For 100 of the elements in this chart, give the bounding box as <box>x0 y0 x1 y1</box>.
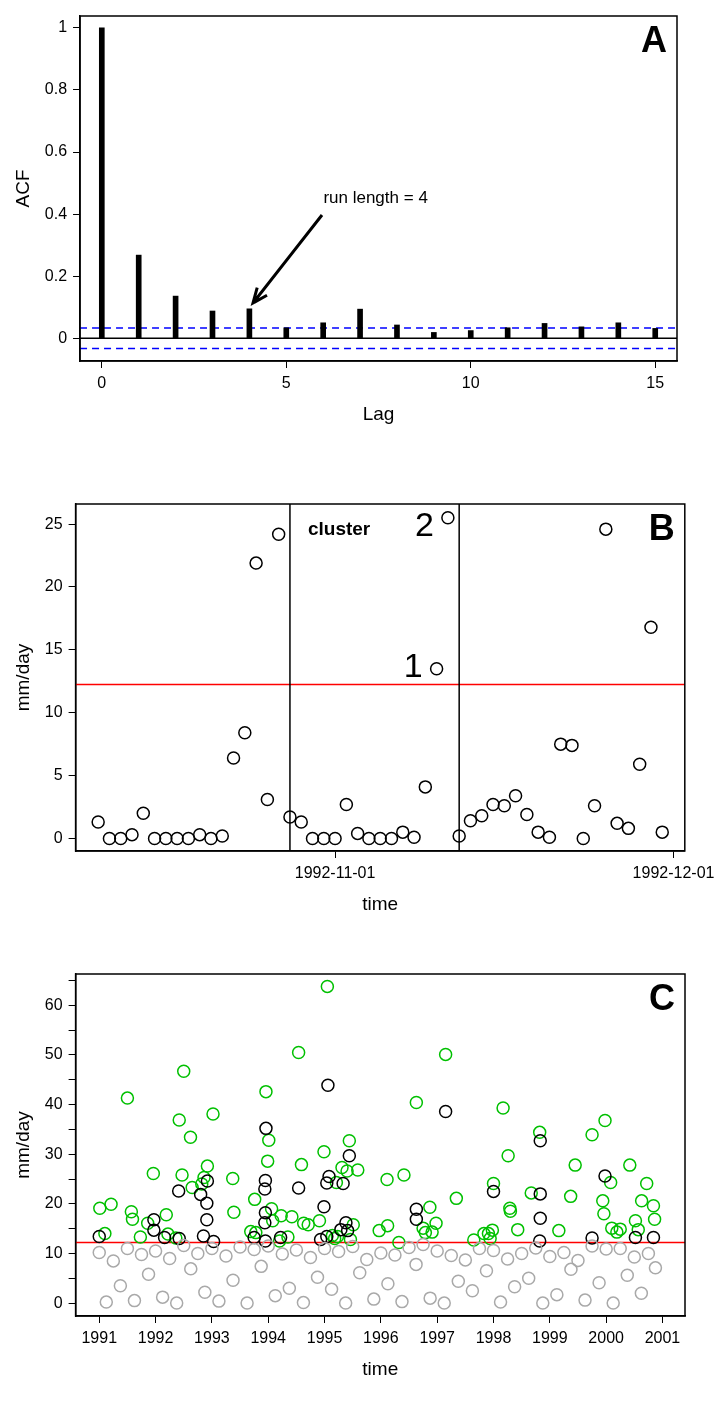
point <box>147 831 162 846</box>
point <box>396 825 410 839</box>
point <box>342 1148 357 1163</box>
point <box>531 825 545 839</box>
y-tick-label: 0.6 <box>44 142 68 160</box>
point <box>317 831 331 846</box>
point <box>260 792 275 807</box>
point <box>553 737 568 751</box>
annotation: run length = 4 <box>323 187 428 207</box>
x-tick-label: 1995 <box>306 1329 343 1347</box>
x-tick-label: 1993 <box>194 1329 230 1347</box>
point <box>317 1200 331 1214</box>
point <box>200 1212 214 1227</box>
point <box>113 831 128 846</box>
point <box>271 527 286 541</box>
x-tick-label: 0 <box>97 374 107 392</box>
y-tick-label: 0 <box>58 328 68 346</box>
point <box>193 1187 208 1202</box>
point <box>181 831 196 846</box>
point <box>320 1176 334 1190</box>
x-axis-title: time <box>362 1357 399 1379</box>
point <box>249 556 263 570</box>
x-tick-label: 1998 <box>475 1329 512 1347</box>
point <box>508 788 523 803</box>
y-tick-label: 60 <box>44 995 63 1013</box>
y-tick-label: 15 <box>44 640 63 658</box>
point <box>621 821 636 836</box>
x-tick-label: 1992-11-01 <box>294 864 376 882</box>
point <box>170 831 184 846</box>
y-tick-label: 5 <box>53 765 63 783</box>
point <box>147 1223 161 1237</box>
point <box>438 1104 453 1119</box>
y-tick-label: 0.8 <box>44 80 68 98</box>
point <box>585 1231 599 1245</box>
point <box>339 797 354 812</box>
point <box>206 1234 221 1249</box>
point <box>171 1184 186 1198</box>
point <box>452 829 466 843</box>
point <box>258 1234 273 1248</box>
point <box>258 1182 272 1196</box>
point <box>646 1230 661 1245</box>
y-tick-label: 10 <box>44 1243 63 1261</box>
annotation: C <box>649 976 675 1018</box>
point <box>486 1184 501 1199</box>
point <box>463 814 478 828</box>
point <box>598 1169 612 1183</box>
y-tick-label: 30 <box>44 1144 63 1162</box>
point <box>200 1196 214 1211</box>
y-tick-label: 0 <box>53 828 63 846</box>
point <box>418 780 433 794</box>
point <box>313 1232 328 1247</box>
point <box>200 1174 215 1188</box>
point <box>204 831 218 846</box>
y-tick-label: 50 <box>44 1045 63 1063</box>
point <box>339 1215 353 1230</box>
y-tick-label: 0 <box>53 1293 63 1311</box>
annotation: A <box>641 18 667 60</box>
point <box>336 1176 350 1191</box>
x-tick-label: 1997 <box>419 1329 456 1347</box>
point <box>533 1211 547 1225</box>
point <box>429 661 444 676</box>
point <box>192 827 207 842</box>
x-axis-title: time <box>362 892 399 914</box>
point <box>587 798 602 813</box>
y-tick-label: 25 <box>44 514 63 532</box>
point <box>373 831 387 846</box>
point <box>157 1230 172 1245</box>
annotation: 1 <box>403 646 423 685</box>
point <box>350 826 365 841</box>
point <box>542 830 557 844</box>
y-axis-title: mm/day <box>11 1110 33 1179</box>
point <box>520 807 534 822</box>
point <box>628 1230 643 1245</box>
point <box>407 830 421 844</box>
point <box>655 825 669 839</box>
point <box>486 797 500 812</box>
annotation: 2 <box>414 505 434 544</box>
point <box>92 1229 106 1244</box>
y-tick-label: 0.2 <box>44 266 68 284</box>
point <box>409 1202 424 1217</box>
point <box>226 751 241 765</box>
x-axis-title: Lag <box>362 402 395 424</box>
x-tick-label: 15 <box>646 374 665 392</box>
x-tick-label: 10 <box>461 374 480 392</box>
point <box>565 738 579 753</box>
point <box>474 809 489 823</box>
point <box>441 511 455 525</box>
point <box>247 1230 261 1245</box>
point <box>644 620 658 634</box>
y-tick-label: 10 <box>44 703 63 721</box>
point <box>533 1187 547 1201</box>
point <box>102 831 117 846</box>
point <box>320 1229 334 1244</box>
x-tick-label: 2000 <box>588 1329 625 1347</box>
x-tick-label: 5 <box>281 374 291 392</box>
y-tick-label: 20 <box>44 577 63 595</box>
point <box>576 831 591 846</box>
point <box>334 1222 348 1237</box>
point <box>632 757 647 771</box>
point <box>147 1212 161 1227</box>
